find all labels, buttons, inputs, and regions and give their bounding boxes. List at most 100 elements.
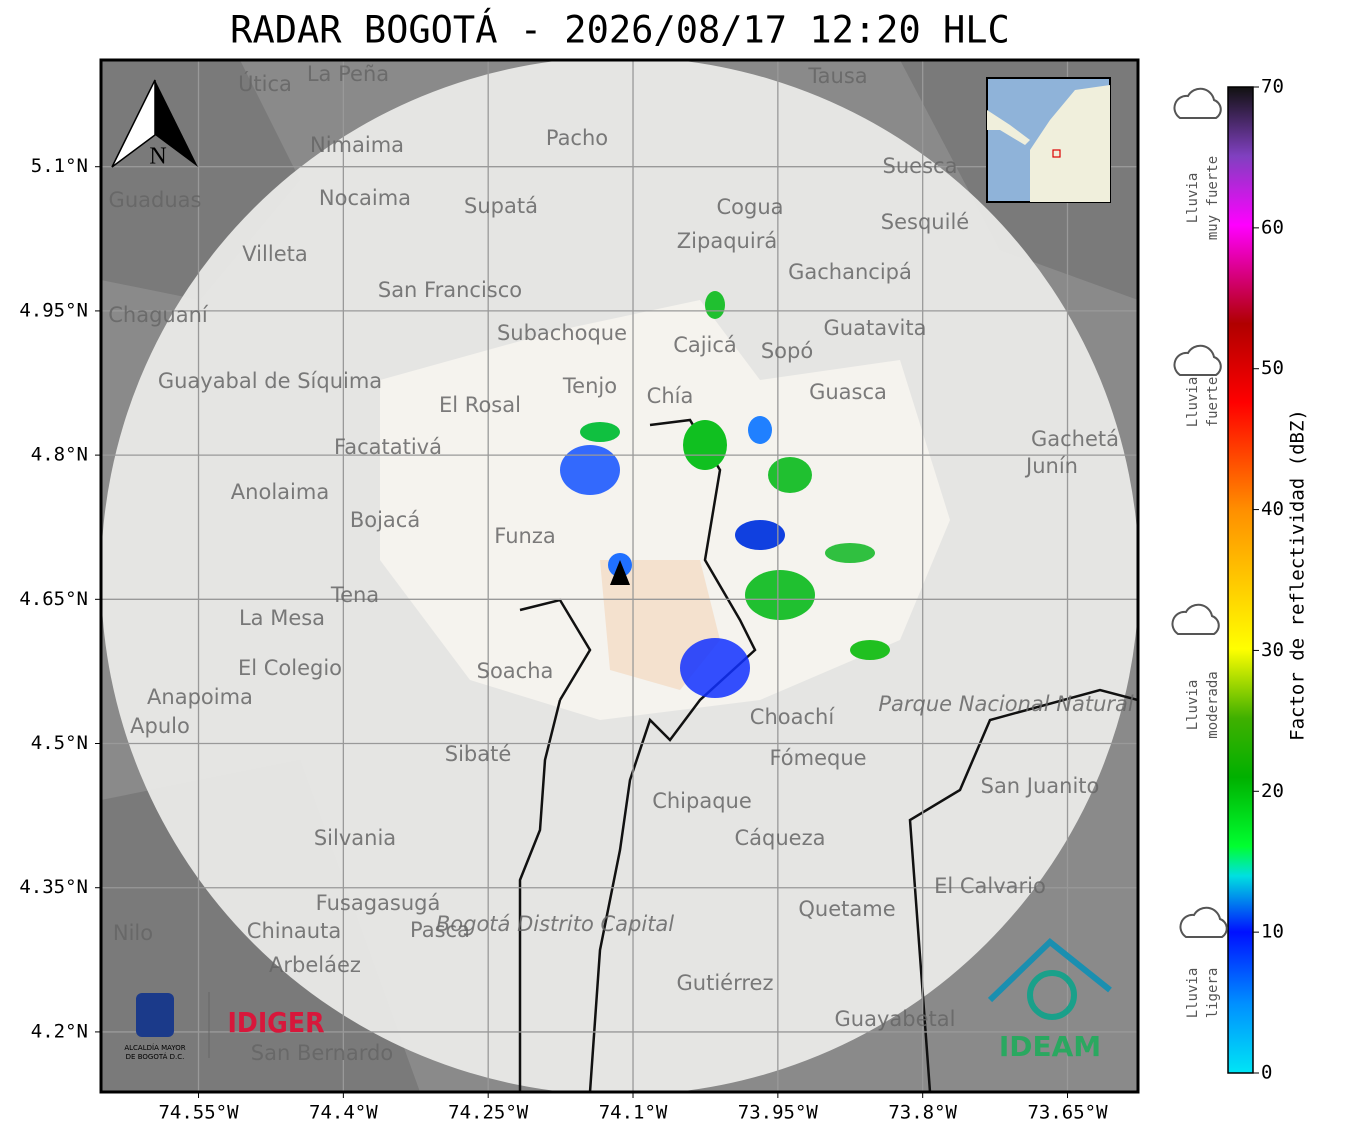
- place-labels: La Peña Útica Tausa Pacho Nimaima Guaduas Noca…: [108, 62, 1237, 1065]
- place-label: Pacho: [546, 126, 608, 150]
- x-tick-label: 74.55°W: [158, 1102, 239, 1124]
- place-label: La Peña: [307, 62, 389, 86]
- rain-level-label: ligera: [1205, 968, 1221, 1019]
- radar-echo: [745, 570, 815, 620]
- place-label: El Rosal: [439, 393, 521, 417]
- place-label: San Francisco: [378, 278, 522, 302]
- axes: 74.55°W 74.4°W 74.25°W 74.1°W 73.95°W 73.8°W 7…: [19, 155, 1108, 1123]
- x-tick-label: 73.95°W: [738, 1102, 819, 1124]
- place-label: Zipaquirá: [677, 229, 777, 253]
- ideam-roof: [987, 938, 1112, 1003]
- place-label: Cáqueza: [735, 826, 826, 850]
- place-label: San Juanito: [981, 774, 1100, 798]
- place-label: Chinauta: [247, 919, 341, 943]
- y-tick-label: 4.5°N: [31, 732, 88, 754]
- y-tick-label: 4.2°N: [31, 1020, 88, 1042]
- place-label: San Bernardo: [251, 1041, 393, 1065]
- radar-echo: [748, 416, 772, 444]
- place-label: Funza: [494, 524, 555, 548]
- boundary: [518, 418, 1138, 1092]
- place-label: Tausa: [807, 64, 867, 88]
- x-tick-label: 74.1°W: [599, 1102, 668, 1124]
- place-label: Fusagasugá: [316, 891, 441, 915]
- radar-echo: [768, 457, 812, 493]
- cloud-icon: [1179, 906, 1228, 938]
- idiger-logo: IDIGER: [228, 1006, 325, 1039]
- cloud-icon: [1171, 603, 1220, 635]
- y-tick-label: 4.35°N: [19, 876, 88, 898]
- ideam-logo: IDEAM: [999, 1030, 1101, 1063]
- place-label: Choachí: [750, 705, 836, 729]
- x-tick-label: 74.25°W: [448, 1102, 529, 1124]
- radar-echo: [580, 422, 620, 442]
- radar-echo: [680, 638, 750, 698]
- place-label: Soacha: [477, 659, 554, 683]
- radar-echoes: [560, 291, 890, 698]
- alcaldia-text: DE BOGOTÁ D.C.: [126, 1052, 185, 1061]
- place-label: Cogua: [716, 195, 783, 219]
- y-tick-label: 4.65°N: [19, 588, 88, 610]
- title: RADAR BOGOTÁ - 2026/08/17 12:20 HLC: [230, 8, 1010, 52]
- x-tick-label: 74.4°W: [309, 1102, 378, 1124]
- place-label: Arbeláez: [269, 953, 361, 977]
- place-label: Bojacá: [350, 508, 420, 532]
- radar-site: [610, 560, 630, 585]
- place-label: Guayabetal: [835, 1007, 956, 1031]
- radar-echo: [735, 520, 785, 550]
- colorbar-tick-label: 70: [1261, 76, 1284, 98]
- logos: ALCALDÍA MAYOR DE BOGOTÁ D.C. IDIGER IDE…: [124, 938, 1112, 1063]
- colorbar-tick-label: 30: [1261, 639, 1284, 661]
- radar-echo: [825, 543, 875, 563]
- arrow-right: [155, 80, 198, 167]
- inset-land: [987, 85, 1110, 202]
- place-label: La Mesa: [239, 606, 325, 630]
- colorbar-label: Factor de reflectividad (dBZ): [1287, 409, 1309, 741]
- place-label: Guayabal de Síquima: [158, 369, 382, 393]
- place-label: Sopó: [761, 339, 813, 363]
- place-label: Cajicá: [673, 333, 737, 357]
- place-label: El Calvario: [934, 874, 1046, 898]
- place-label: Parque Nacional Natural Chingaza: [878, 692, 1237, 716]
- place-label: Gachancipá: [788, 260, 912, 284]
- place-label: El Colegio: [238, 656, 342, 680]
- north-label: N: [149, 144, 166, 170]
- place-label: Gutiérrez: [677, 971, 774, 995]
- place-label: Chipaque: [652, 789, 752, 813]
- alcaldia-shield: [136, 993, 174, 1037]
- colorbar-tick-label: 50: [1261, 357, 1284, 379]
- place-label: Nocaima: [319, 186, 411, 210]
- rain-level-label: moderada: [1205, 671, 1221, 738]
- place-label: Guasca: [809, 380, 887, 404]
- map-frame: [99, 58, 1140, 1094]
- place-label: Facatativá: [334, 435, 442, 459]
- place-label: Chía: [647, 384, 694, 408]
- cloud-icon: [1173, 87, 1222, 119]
- rain-level-label: Lluvia: [1185, 173, 1201, 224]
- rain-level-label: muy fuerte: [1205, 156, 1221, 240]
- x-tick-label: 73.8°W: [888, 1102, 957, 1124]
- grid: [101, 60, 1138, 1092]
- place-label: Junín: [1024, 454, 1078, 478]
- place-label: Sibaté: [445, 742, 512, 766]
- ideam-swirl: [1027, 970, 1077, 1020]
- radar-echo: [560, 445, 620, 495]
- place-label: Supatá: [464, 194, 538, 218]
- colorbar-tick-label: 60: [1261, 216, 1284, 238]
- colorbar-tick-label: 20: [1261, 780, 1284, 802]
- alcaldia-text: ALCALDÍA MAYOR: [124, 1043, 185, 1052]
- map-area: La Peña Útica Tausa Pacho Nimaima Guaduas Noca…: [101, 60, 1237, 1092]
- place-label: Bogotá Distrito Capital: [436, 912, 674, 936]
- place-label: Tena: [330, 583, 379, 607]
- colorbar-tick-label: 0: [1261, 1062, 1272, 1084]
- lowland: [380, 300, 950, 720]
- place-label: Guatavita: [824, 316, 927, 340]
- place-label: Fómeque: [769, 746, 866, 770]
- cloud-icons: [1171, 87, 1228, 938]
- place-label: Gachetá: [1031, 427, 1119, 451]
- rain-level-label: fuerte: [1205, 377, 1221, 428]
- place-label: Villeta: [242, 242, 307, 266]
- cloud-icon: [1173, 344, 1222, 376]
- inset-map: [986, 77, 1111, 203]
- colorbar: [1227, 86, 1254, 1074]
- place-label: Anolaima: [231, 480, 329, 504]
